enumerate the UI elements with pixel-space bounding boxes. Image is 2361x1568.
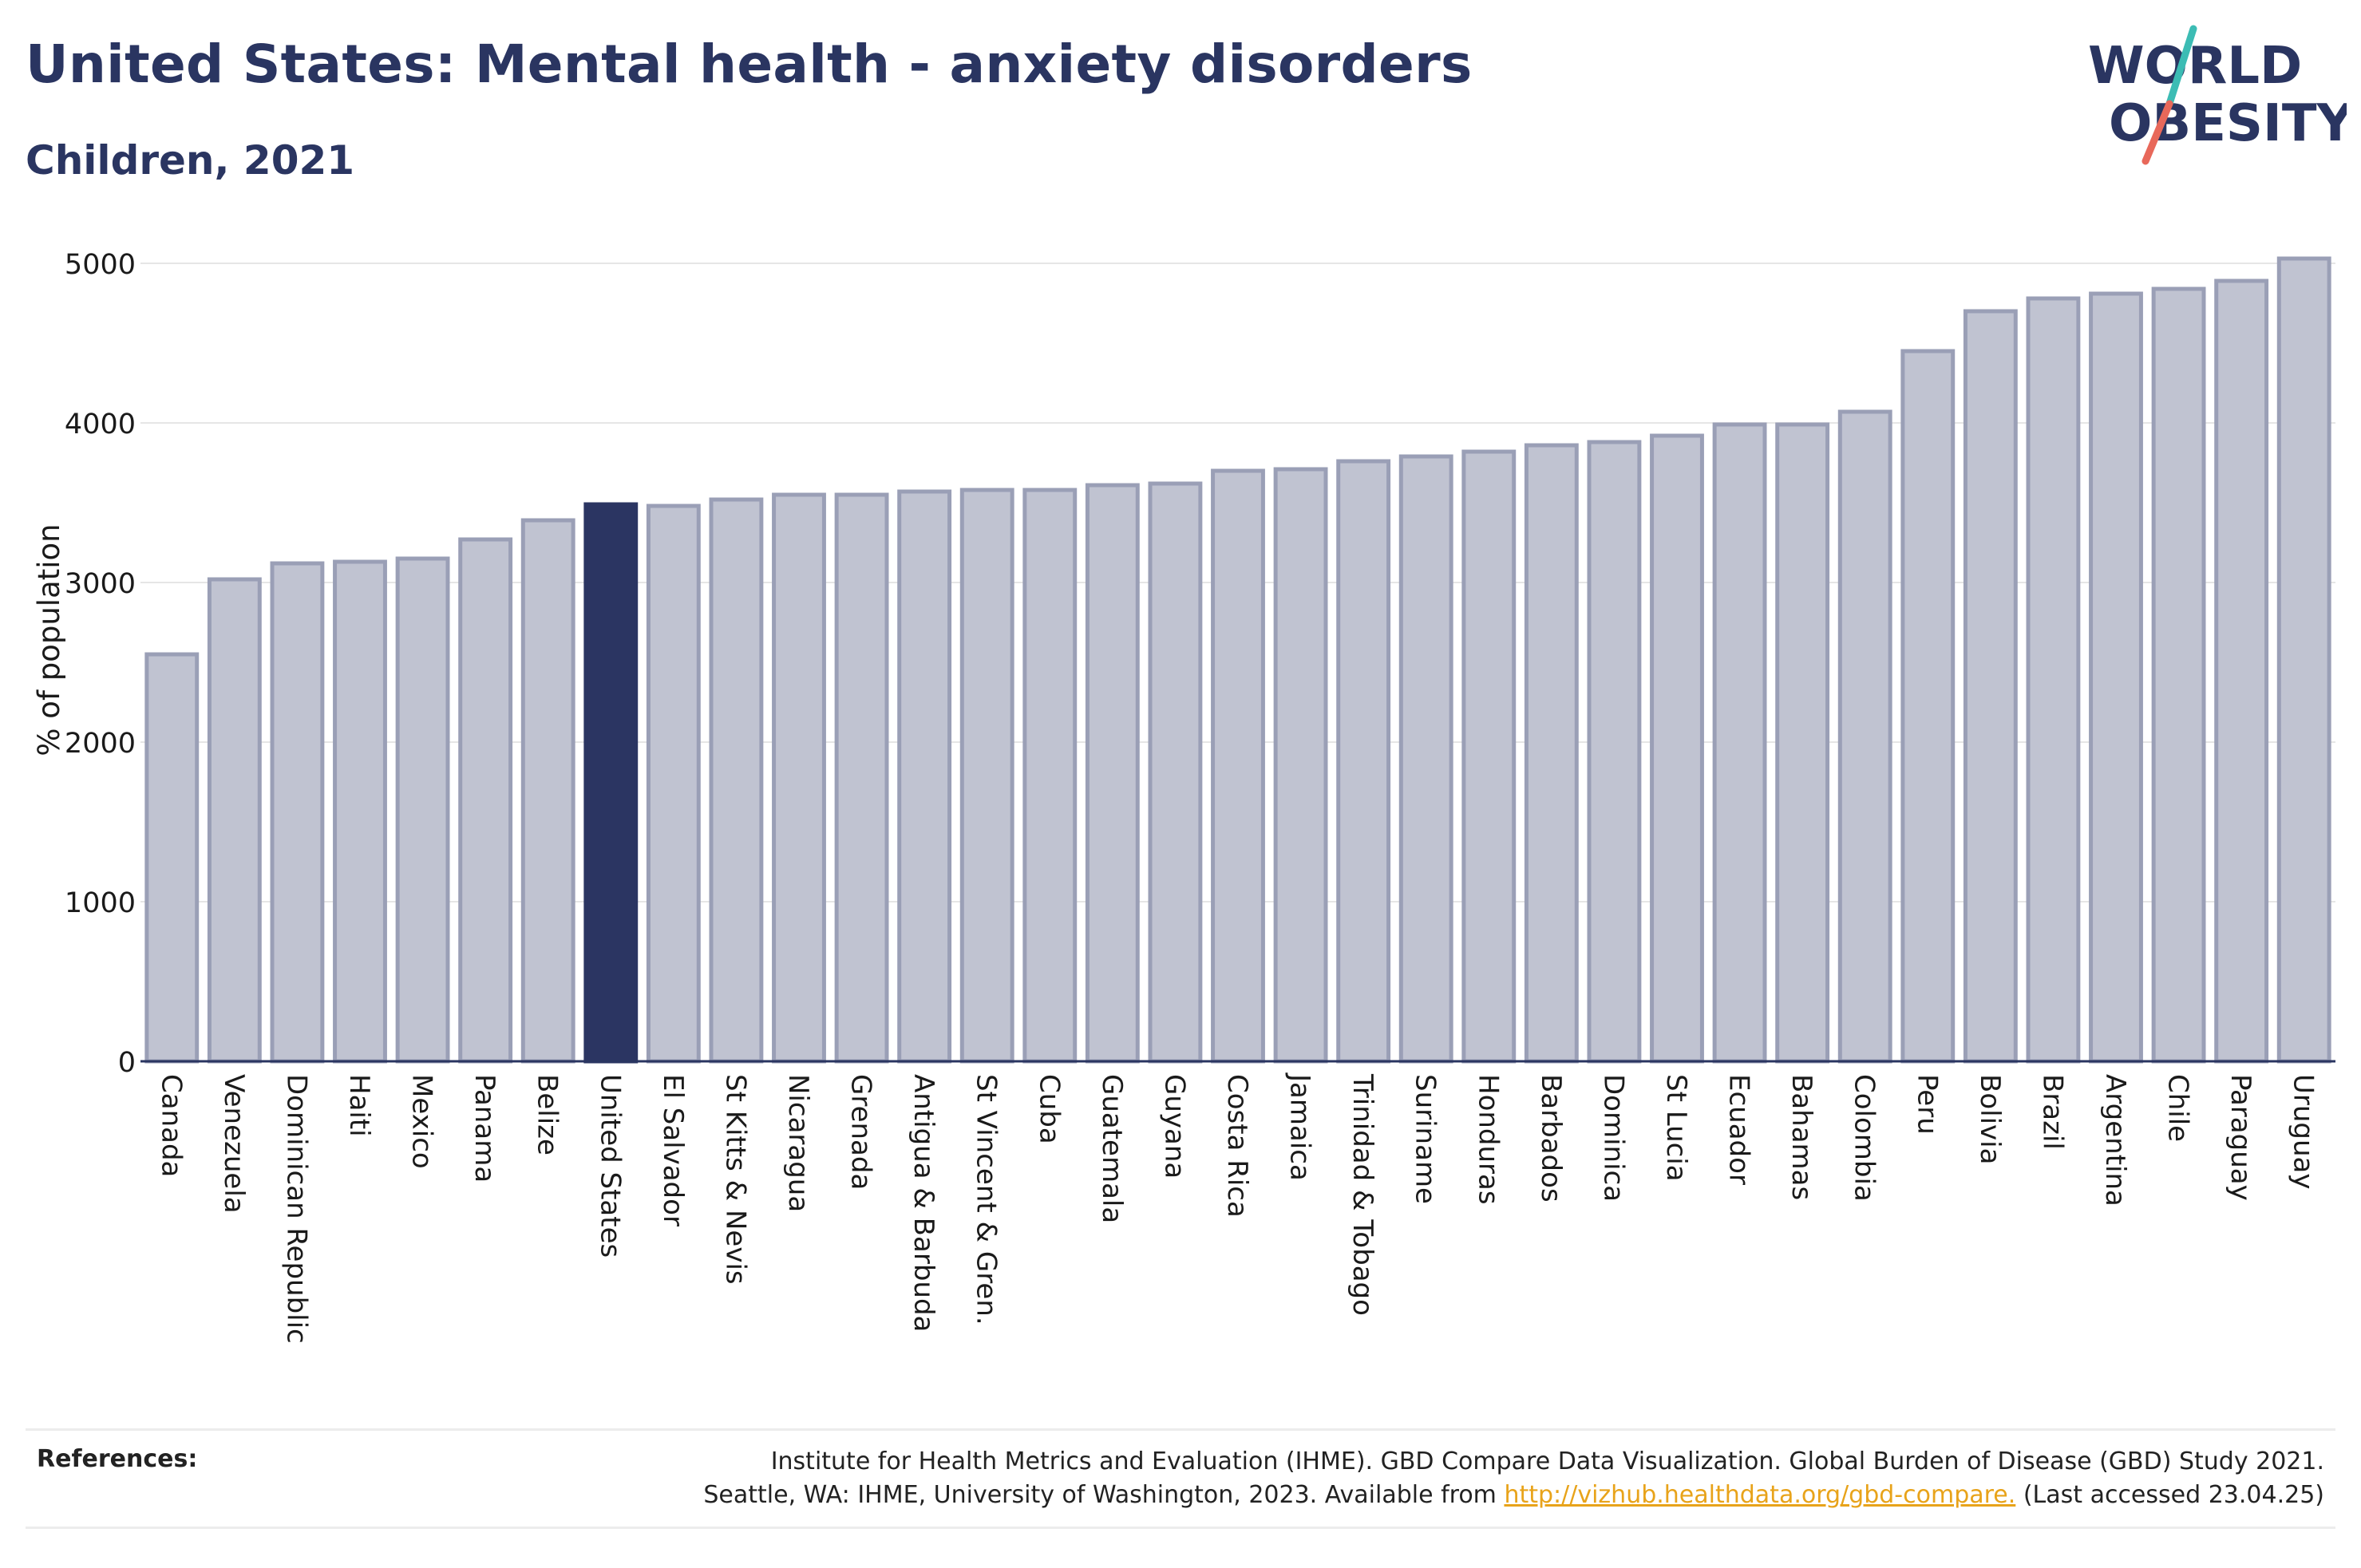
bar xyxy=(1211,468,1265,1064)
x-tick-label: Bolivia xyxy=(1974,1074,2006,1164)
x-tick-label: Paraguay xyxy=(2225,1074,2256,1201)
x-tick-label: Cuba xyxy=(1033,1074,1065,1144)
bar xyxy=(1587,440,1642,1064)
bar xyxy=(144,652,200,1064)
y-tick-label: 2000 xyxy=(65,728,136,760)
references-label: References: xyxy=(37,1445,198,1473)
bar xyxy=(646,504,701,1064)
bar xyxy=(709,497,764,1064)
bar xyxy=(1900,349,1956,1064)
y-tick-label: 3000 xyxy=(65,568,136,600)
x-tick-label: Peru xyxy=(1911,1074,1943,1135)
references-line-2-before: Seattle, WA: IHME, University of Washing… xyxy=(703,1481,1505,1509)
x-tick-label: St Kitts & Nevis xyxy=(719,1074,751,1285)
x-tick-label: Nicaragua xyxy=(782,1074,814,1212)
logo-slash-teal xyxy=(2165,25,2197,108)
world-obesity-logo: WORLD OBESITY xyxy=(2088,25,2347,165)
bar-highlighted xyxy=(583,502,639,1064)
x-tick-label: Ecuador xyxy=(1723,1074,1755,1185)
bar xyxy=(1963,309,2018,1064)
x-tick-label: St Lucia xyxy=(1660,1074,1692,1182)
x-tick-label: Belize xyxy=(532,1074,564,1155)
x-tick-label: Chile xyxy=(2162,1074,2194,1142)
x-tick-label: Trinidad & Tobago xyxy=(1347,1073,1378,1316)
logo-line-obesity: OBESITY xyxy=(2109,94,2347,153)
x-tick-label: Uruguay xyxy=(2288,1074,2319,1190)
bar xyxy=(458,537,513,1064)
bar xyxy=(1336,459,1391,1064)
references-line-2: Seattle, WA: IHME, University of Washing… xyxy=(703,1479,2324,1512)
bar xyxy=(1022,488,1078,1064)
x-tick-label: El Salvador xyxy=(657,1074,689,1226)
bar xyxy=(1650,433,1704,1064)
logo-slash-red xyxy=(2142,100,2173,165)
bar xyxy=(395,556,450,1064)
bar xyxy=(1273,467,1328,1064)
x-tick-label: Costa Rica xyxy=(1221,1074,1253,1218)
y-axis-label: % of population xyxy=(32,523,66,756)
chart-title: United States: Mental health - anxiety d… xyxy=(26,34,1473,95)
bar xyxy=(959,488,1014,1064)
logo-line-world: WORLD xyxy=(2088,37,2302,96)
x-tick-label: Guatemala xyxy=(1096,1074,1128,1223)
x-tick-label: United States xyxy=(594,1074,626,1258)
references-text: Institute for Health Metrics and Evaluat… xyxy=(703,1445,2324,1512)
bar xyxy=(1837,409,1892,1064)
x-tick-label: Haiti xyxy=(343,1074,375,1137)
x-tick-label: Jamaica xyxy=(1284,1072,1316,1181)
bar xyxy=(1524,443,1579,1064)
x-tick-label: Argentina xyxy=(2099,1074,2131,1207)
bar xyxy=(2026,296,2081,1064)
y-tick-labels: 0 1000 2000 3000 4000 5000 xyxy=(65,249,136,1079)
y-tick-label: 1000 xyxy=(65,887,136,919)
references-link[interactable]: http://vizhub.healthdata.org/gbd-compare… xyxy=(1504,1481,2016,1509)
bar xyxy=(2089,291,2143,1064)
x-tick-label: Guyana xyxy=(1158,1074,1190,1179)
x-tick-label: Venezuela xyxy=(218,1074,250,1214)
references-line-1: Institute for Health Metrics and Evaluat… xyxy=(770,1448,2324,1475)
bar xyxy=(1398,454,1453,1064)
references-block: References: Institute for Health Metrics… xyxy=(26,1428,2335,1529)
x-tick-label: Grenada xyxy=(845,1074,877,1190)
y-tick-label: 5000 xyxy=(65,249,136,281)
x-tick-label: Dominican Republic xyxy=(280,1074,312,1344)
y-tick-label: 0 xyxy=(118,1047,136,1079)
x-tick-label: Barbados xyxy=(1535,1074,1567,1203)
bar xyxy=(1085,483,1140,1064)
references-line-2-after: (Last accessed 23.04.25) xyxy=(2015,1481,2324,1509)
bar xyxy=(2276,256,2331,1064)
x-tick-label: Panama xyxy=(469,1074,500,1183)
bar xyxy=(333,559,387,1064)
bar xyxy=(897,489,952,1064)
bar xyxy=(2214,278,2269,1064)
bar-chart: 0 1000 2000 3000 4000 5000 Canada Venezuela Dom… xyxy=(32,249,2335,1344)
bar xyxy=(772,492,826,1064)
bar xyxy=(1712,422,1767,1064)
x-tick-label: Bahamas xyxy=(1786,1074,1817,1200)
bar xyxy=(207,577,262,1064)
bar xyxy=(2151,286,2206,1064)
y-tick-label: 4000 xyxy=(65,409,136,440)
x-tick-label: Dominica xyxy=(1597,1074,1629,1202)
x-tick-labels: Canada Venezuela Dominican Republic Haiti Me… xyxy=(155,1072,2319,1344)
bars xyxy=(144,256,2331,1064)
x-tick-label: Canada xyxy=(155,1074,187,1177)
x-tick-label: Colombia xyxy=(1849,1074,1880,1202)
bar xyxy=(1461,449,1517,1064)
chart-subtitle: Children, 2021 xyxy=(26,137,355,184)
x-tick-label: Mexico xyxy=(406,1074,438,1169)
bar xyxy=(1775,422,1830,1064)
bar xyxy=(1148,481,1203,1064)
x-tick-label: St Vincent & Gren. xyxy=(971,1074,1003,1325)
x-tick-label: Brazil xyxy=(2036,1074,2068,1150)
bar xyxy=(834,492,889,1064)
x-tick-label: Honduras xyxy=(1472,1074,1504,1205)
bar xyxy=(520,518,575,1064)
x-tick-label: Suriname xyxy=(1410,1074,1442,1204)
bar xyxy=(270,561,325,1064)
x-tick-label: Antigua & Barbuda xyxy=(908,1074,939,1332)
